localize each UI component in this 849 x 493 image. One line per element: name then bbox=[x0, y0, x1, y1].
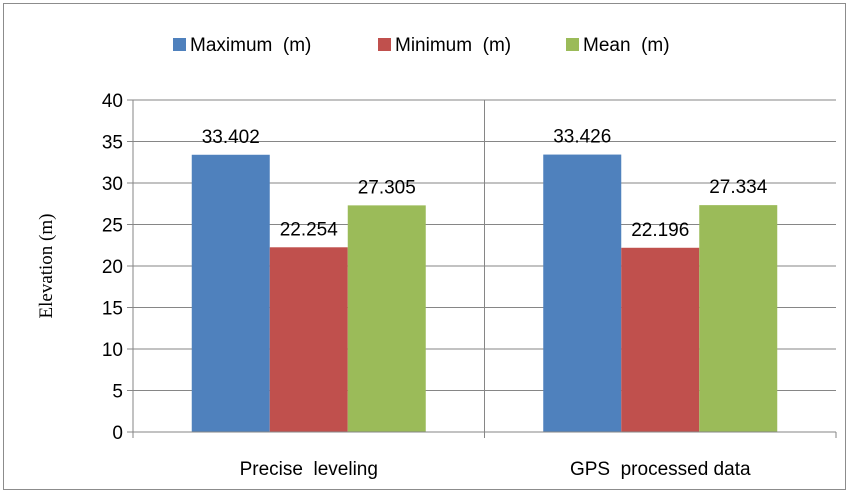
data-label-minimum-m-gps-processed-data: 22.196 bbox=[631, 220, 689, 241]
data-labels: 33.402 22.254 27.305 33.426 22.196 27.334 bbox=[202, 127, 768, 241]
legend-swatch-maximum-m bbox=[173, 38, 186, 51]
data-label-minimum-m-precise-leveling: 22.254 bbox=[280, 219, 339, 240]
legend-label-maximum-m: Maximum (m) bbox=[190, 35, 311, 56]
bar-maximum-m-gps-processed-data bbox=[543, 154, 622, 432]
data-label-mean-m-precise-leveling: 27.305 bbox=[358, 177, 416, 198]
y-axis-title: Elevation (m) bbox=[36, 214, 57, 319]
x-category-label-gps-processed-data: GPS processed data bbox=[570, 459, 751, 480]
y-tick-label-30: 30 bbox=[102, 174, 123, 195]
bar-maximum-m-precise-leveling bbox=[191, 154, 270, 432]
bar-minimum-m-gps-processed-data bbox=[621, 247, 700, 432]
x-category-labels: Precise leveling GPS processed data bbox=[240, 459, 751, 480]
data-label-maximum-m-gps-processed-data: 33.426 bbox=[553, 127, 611, 148]
data-label-maximum-m-precise-leveling: 33.402 bbox=[202, 127, 260, 148]
y-tick-label-10: 10 bbox=[102, 340, 123, 361]
legend-label-mean-m: Mean (m) bbox=[583, 35, 670, 56]
y-tick-label-40: 40 bbox=[102, 91, 123, 112]
y-tick-label-20: 20 bbox=[102, 257, 123, 278]
data-label-mean-m-gps-processed-data: 27.334 bbox=[709, 177, 768, 198]
x-category-label-precise-leveling: Precise leveling bbox=[240, 459, 378, 480]
y-tick-labels: 0 5 10 15 20 25 30 35 40 bbox=[102, 91, 123, 444]
bar-mean-m-precise-leveling bbox=[347, 205, 426, 432]
y-tick-label-15: 15 bbox=[102, 299, 123, 320]
y-tick-label-35: 35 bbox=[102, 133, 123, 154]
legend-swatch-minimum-m bbox=[378, 38, 391, 51]
y-tick-label-5: 5 bbox=[112, 382, 123, 403]
bar-minimum-m-precise-leveling bbox=[269, 247, 348, 432]
legend-swatch-mean-m bbox=[566, 38, 579, 51]
axes bbox=[127, 99, 837, 438]
legend: Maximum (m) Minimum (m) Mean (m) bbox=[173, 35, 670, 56]
y-tick-label-25: 25 bbox=[102, 216, 123, 237]
y-tick-label-0: 0 bbox=[112, 423, 123, 444]
legend-label-minimum-m: Minimum (m) bbox=[395, 35, 511, 56]
bar-mean-m-gps-processed-data bbox=[699, 205, 778, 432]
bars bbox=[191, 154, 778, 432]
